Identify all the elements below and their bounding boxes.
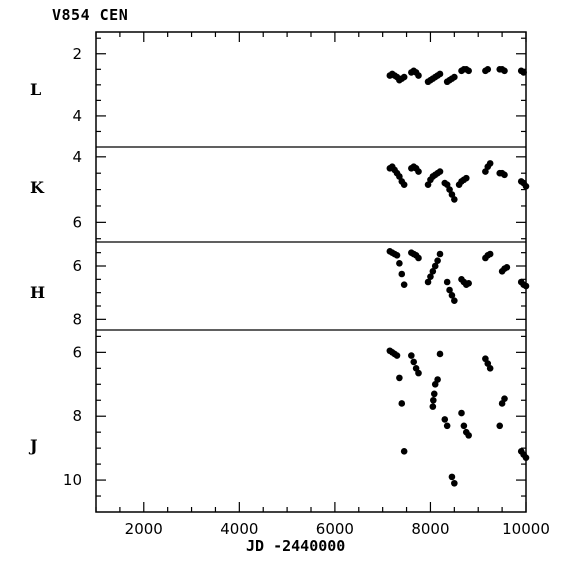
x-tick-label: 6000 <box>316 520 354 538</box>
data-point <box>436 70 444 78</box>
data-point <box>503 264 511 271</box>
chart-title: V854 CEN <box>52 6 129 24</box>
y-tick-label: 2 <box>72 45 82 63</box>
data-point <box>400 281 408 288</box>
data-point <box>446 286 453 294</box>
data-point <box>410 358 418 366</box>
data-point <box>436 350 444 358</box>
data-point <box>462 174 470 182</box>
data-point <box>396 173 403 180</box>
data-point <box>451 297 458 304</box>
data-point <box>441 416 449 423</box>
data-point <box>482 168 489 175</box>
data-point <box>460 422 468 430</box>
y-tick-label: 8 <box>72 407 82 425</box>
data-point <box>448 292 456 299</box>
y-tick-label: 6 <box>72 257 82 275</box>
data-point <box>436 168 444 175</box>
data-point <box>465 280 472 287</box>
data-point <box>415 369 422 377</box>
data-point <box>520 69 527 76</box>
panel-label-l: L <box>30 80 42 99</box>
data-point <box>434 376 441 383</box>
data-point <box>424 278 432 286</box>
data-point <box>396 260 403 267</box>
data-point <box>446 186 453 193</box>
data-point <box>443 422 451 430</box>
data-point <box>398 270 406 278</box>
x-tick-label: 8000 <box>411 520 449 538</box>
plot-frame <box>95 31 527 513</box>
data-point <box>398 400 406 407</box>
y-tick-label: 4 <box>72 148 82 166</box>
y-tick-label: 10 <box>63 471 82 489</box>
data-point <box>451 479 458 487</box>
data-point <box>393 352 401 359</box>
data-point <box>434 257 441 264</box>
data-point <box>436 250 444 258</box>
data-point <box>451 196 458 203</box>
data-point <box>396 374 403 382</box>
data-point <box>415 72 422 79</box>
data-point <box>400 73 408 81</box>
data-point <box>484 65 492 73</box>
data-point <box>486 250 494 258</box>
x-tick-label: 4000 <box>220 520 258 538</box>
data-point <box>408 352 415 359</box>
data-point <box>443 181 451 188</box>
y-tick-label: 4 <box>72 107 82 125</box>
data-point <box>501 171 508 179</box>
data-point <box>486 365 494 372</box>
y-tick-label: 8 <box>72 310 82 328</box>
data-point <box>496 422 504 430</box>
panel-label-k: K <box>30 178 44 197</box>
data-point <box>448 191 456 198</box>
data-point <box>429 403 437 410</box>
x-tick-label: 10000 <box>502 520 550 538</box>
data-point <box>393 252 401 259</box>
panel-label-h: H <box>30 283 46 302</box>
data-point <box>486 160 494 167</box>
data-point <box>430 390 438 398</box>
data-point <box>522 282 530 290</box>
data-point <box>458 409 465 417</box>
data-point <box>400 448 408 455</box>
panel-label-j: J <box>30 436 38 455</box>
data-point <box>415 168 422 175</box>
data-point <box>430 396 437 404</box>
x-axis-title: JD -2440000 <box>246 537 346 555</box>
data-point <box>501 395 508 402</box>
y-tick-label: 6 <box>72 343 82 361</box>
data-point <box>400 181 408 188</box>
data-point <box>451 73 458 81</box>
data-point <box>424 181 432 188</box>
data-point <box>501 67 508 75</box>
data-point <box>465 67 472 75</box>
data-point <box>443 278 451 286</box>
y-tick-label: 6 <box>72 213 82 231</box>
data-point <box>427 273 434 280</box>
data-point <box>431 262 439 270</box>
data-point <box>448 473 456 481</box>
data-point <box>522 454 530 462</box>
data-point <box>522 183 530 190</box>
data-point <box>415 254 422 262</box>
data-point <box>429 268 437 275</box>
x-tick-label: 2000 <box>125 520 163 538</box>
data-point <box>465 432 472 439</box>
